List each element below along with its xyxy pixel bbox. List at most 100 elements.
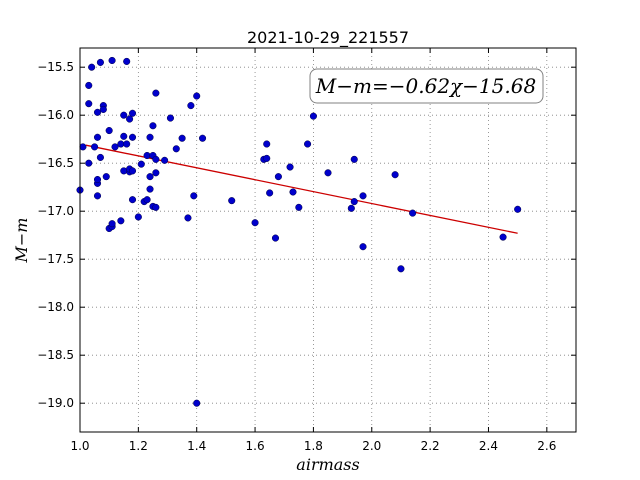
- data-point: [123, 140, 131, 148]
- data-point: [190, 192, 198, 200]
- data-point: [274, 173, 282, 181]
- data-point: [152, 203, 160, 211]
- data-point: [178, 134, 186, 142]
- data-point: [93, 108, 102, 116]
- data-point: [514, 205, 522, 213]
- x-tick-label: 1.4: [187, 439, 206, 453]
- data-point: [123, 57, 131, 65]
- y-tick-label: −16.5: [37, 156, 74, 170]
- y-axis-label: M−m: [12, 218, 31, 264]
- x-tick-label: 2.6: [537, 439, 556, 453]
- data-point: [85, 159, 93, 167]
- x-tick-label: 1.2: [129, 439, 148, 453]
- data-point: [266, 189, 274, 197]
- data-point: [193, 399, 201, 407]
- data-point: [117, 217, 125, 225]
- data-point: [193, 92, 201, 100]
- y-ticks: −15.5 −16.0 −16.5 −17.0 −17.5 −18.0 −18.5 −19.0: [37, 60, 576, 410]
- data-point: [152, 169, 160, 177]
- data-point: [391, 171, 399, 179]
- data-point: [409, 209, 417, 217]
- x-tick-label: 1.0: [70, 439, 89, 453]
- data-point: [111, 143, 119, 151]
- data-point: [359, 243, 367, 251]
- y-tick-label: −19.0: [37, 396, 74, 410]
- data-point: [99, 105, 107, 113]
- data-point: [350, 198, 358, 206]
- data-point: [108, 56, 116, 65]
- data-point: [108, 220, 116, 228]
- data-point: [128, 196, 137, 204]
- data-point: [286, 163, 294, 171]
- data-point: [120, 132, 128, 140]
- plot-area: [80, 48, 576, 432]
- plot-frame: [79, 47, 577, 433]
- data-point: [251, 219, 259, 227]
- x-axis-label: airmass: [296, 455, 359, 474]
- data-point: [126, 115, 134, 123]
- data-point: [187, 102, 195, 110]
- x-tick-label: 1.8: [304, 439, 323, 453]
- data-point: [96, 153, 104, 161]
- data-point: [137, 160, 145, 168]
- data-point: [347, 204, 355, 212]
- data-point: [85, 81, 93, 89]
- data-point: [91, 143, 99, 151]
- data-point: [271, 234, 280, 242]
- data-point: [359, 192, 367, 200]
- data-point: [289, 188, 297, 196]
- data-point: [309, 112, 317, 120]
- data-point: [134, 213, 142, 221]
- x-tick-label: 1.6: [246, 439, 265, 453]
- x-tick-label: 2.2: [421, 439, 440, 453]
- data-point: [263, 154, 271, 162]
- data-point: [350, 155, 358, 163]
- data-point: [146, 185, 154, 193]
- data-point: [166, 114, 174, 122]
- y-tick-label: −17.5: [37, 252, 74, 266]
- data-point: [172, 145, 180, 153]
- data-point: [93, 192, 102, 200]
- data-point: [143, 196, 151, 204]
- data-point: [93, 175, 102, 184]
- fit-equation-frame: [309, 68, 544, 104]
- data-point: [85, 100, 93, 108]
- chart-title: 2021-10-29_221557: [247, 28, 409, 48]
- data-point: [93, 133, 102, 141]
- data-point: [295, 203, 303, 211]
- data-point: [96, 58, 104, 66]
- data-point: [397, 265, 405, 273]
- points-layer: [76, 56, 522, 407]
- data-point: [198, 134, 207, 142]
- y-tick-label: −17.0: [37, 204, 74, 218]
- fit-equation-box: M−m=−0.62χ−15.68: [309, 68, 544, 104]
- y-tick-label: −18.5: [37, 348, 74, 362]
- y-tick-label: −15.5: [37, 60, 74, 74]
- data-point: [128, 133, 137, 141]
- fit-equation: M−m=−0.62χ−15.68: [315, 74, 536, 98]
- data-point: [120, 111, 128, 119]
- data-point: [324, 169, 332, 177]
- data-point: [152, 89, 160, 97]
- data-point: [79, 143, 87, 151]
- data-point: [304, 140, 312, 148]
- data-point: [105, 127, 113, 135]
- data-point: [228, 197, 236, 205]
- data-point: [184, 214, 192, 222]
- data-point: [102, 173, 110, 181]
- x-tick-label: 2.4: [479, 439, 498, 453]
- y-tick-label: −16.0: [37, 108, 74, 122]
- data-point: [88, 63, 96, 71]
- data-point: [146, 173, 154, 181]
- data-point: [128, 109, 137, 117]
- data-point: [263, 140, 271, 148]
- data-point: [146, 133, 154, 141]
- data-point: [128, 167, 137, 175]
- grid: [79, 48, 576, 432]
- data-point: [499, 233, 507, 241]
- data-point: [149, 122, 157, 130]
- y-tick-label: −18.0: [37, 300, 74, 314]
- data-point: [152, 155, 160, 163]
- x-ticks: 1.0 1.2 1.4 1.6 1.8 2.0 2.2 2.4 2.6: [70, 48, 556, 453]
